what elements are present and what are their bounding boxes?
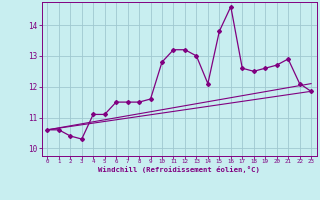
- X-axis label: Windchill (Refroidissement éolien,°C): Windchill (Refroidissement éolien,°C): [98, 166, 260, 173]
